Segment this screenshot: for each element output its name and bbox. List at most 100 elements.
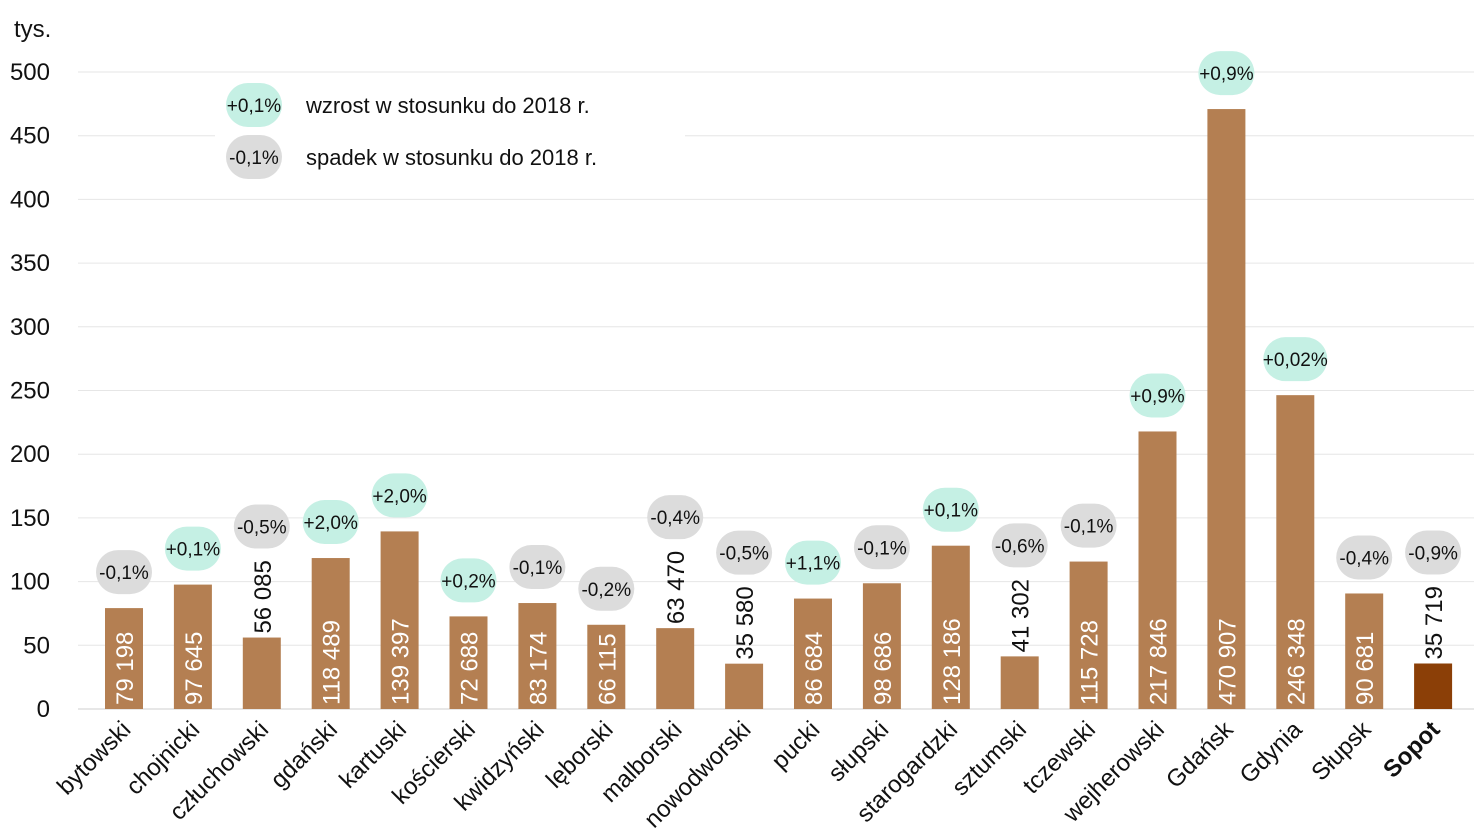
change-badge-label: +0,1% xyxy=(227,96,282,117)
category-label: Gdynia xyxy=(1235,716,1308,789)
change-badges: -0,1% +0,1% -0,5% +2,0% +2,0% +0,2% -0,1% -0,2%… xyxy=(96,51,1462,611)
change-badge: +0,1% xyxy=(164,526,221,571)
change-badge-label: -0,5% xyxy=(719,544,769,565)
change-badge-label: -0,2% xyxy=(581,580,631,601)
bar xyxy=(518,603,557,709)
change-badge: +0,1% xyxy=(922,487,979,532)
bar-value-label: 128 186 xyxy=(939,618,966,705)
bar xyxy=(1276,395,1315,709)
change-badge-background xyxy=(578,566,635,611)
change-badge-background xyxy=(371,473,428,518)
change-badge-background xyxy=(440,558,497,603)
change-badge: -0,2% xyxy=(578,566,635,611)
change-badge: +0,02% xyxy=(1263,337,1328,382)
change-badge-background xyxy=(991,523,1048,568)
change-badge-background xyxy=(1060,503,1117,548)
bar-value-label: 118 489 xyxy=(319,620,346,705)
category-label: Słupsk xyxy=(1306,715,1377,786)
change-badge: +2,0% xyxy=(302,500,359,545)
change-badge-label: -0,1% xyxy=(229,148,279,169)
category-label: Sopot xyxy=(1378,716,1445,783)
change-badge-label: -0,4% xyxy=(1339,548,1389,569)
bar xyxy=(1345,593,1384,709)
change-badge: +0,9% xyxy=(1129,373,1186,418)
change-badge-label: +2,0% xyxy=(372,486,427,507)
change-badge: -0,1% xyxy=(1060,503,1117,548)
y-tick-label: 200 xyxy=(10,441,50,468)
change-badge-label: +0,1% xyxy=(924,501,979,522)
change-badge: +1,1% xyxy=(785,540,841,585)
change-badge: -0,5% xyxy=(716,530,773,575)
change-badge-background xyxy=(1263,337,1328,382)
change-badge-label: -0,1% xyxy=(1064,517,1114,538)
bar-value-label: 139 397 xyxy=(388,618,415,705)
change-badge-background xyxy=(509,545,566,590)
bar xyxy=(449,616,488,709)
y-tick-label: 0 xyxy=(37,696,50,723)
change-badge-label: -0,5% xyxy=(237,518,287,539)
bar xyxy=(1069,561,1108,709)
bar-value-label: 115 728 xyxy=(1077,620,1104,705)
bar xyxy=(1414,663,1453,709)
y-tick-label: 250 xyxy=(10,378,50,405)
change-badge-background xyxy=(226,135,282,179)
change-badge-background xyxy=(164,526,221,571)
bar xyxy=(311,558,350,709)
y-tick-label: 500 xyxy=(10,59,50,86)
change-badge-background xyxy=(647,495,704,540)
change-badge-label: -0,1% xyxy=(99,563,149,584)
y-tick-label: 150 xyxy=(10,505,50,532)
change-badge-label: -0,9% xyxy=(1408,543,1458,564)
bar-value-label: 63 470 xyxy=(663,551,690,624)
change-badge: +0,2% xyxy=(440,558,497,603)
change-badge: -0,4% xyxy=(1336,535,1393,580)
change-badge: +0,9% xyxy=(1198,51,1255,96)
bar xyxy=(587,624,626,709)
change-badge: -0,9% xyxy=(1405,530,1462,575)
change-badge-background xyxy=(1405,530,1462,575)
bar-value-label: 35 580 xyxy=(732,586,759,659)
bar-value-label: 470 907 xyxy=(1214,618,1241,705)
change-badge-label: +0,02% xyxy=(1263,350,1328,371)
legend: +0,1% wzrost w stosunku do 2018 r. -0,1% sp… xyxy=(226,83,597,179)
bar xyxy=(794,598,832,709)
change-badge: -0,1% xyxy=(853,525,910,570)
bar xyxy=(862,583,901,709)
bar-value-label: 83 174 xyxy=(525,632,552,705)
bar-value-label: 41 302 xyxy=(1008,579,1035,652)
change-badge-label: -0,6% xyxy=(995,536,1045,557)
change-badge-background xyxy=(233,504,290,549)
change-badge-label: +0,2% xyxy=(441,571,496,592)
change-badge-background xyxy=(853,525,910,570)
change-badge-label: +0,9% xyxy=(1130,386,1185,407)
change-badge-label: -0,1% xyxy=(857,538,907,559)
change-badge-background xyxy=(1336,535,1393,580)
change-badge-label: +0,1% xyxy=(166,540,221,561)
bar-value-label: 98 686 xyxy=(870,632,897,705)
y-tick-label: 450 xyxy=(10,123,50,150)
y-tick-label: 100 xyxy=(10,569,50,596)
change-badge-label: +0,9% xyxy=(1199,64,1254,85)
bar xyxy=(380,531,419,709)
y-tick-label: 400 xyxy=(10,186,50,213)
y-tick-label: 350 xyxy=(10,250,50,277)
legend-text-down: spadek w stosunku do 2018 r. xyxy=(306,145,597,170)
bars: 79 198 97 645 56 085 118 489 139 397 72 688 83… xyxy=(105,109,1453,710)
bar-value-label: 79 198 xyxy=(112,632,139,705)
bar xyxy=(725,663,764,709)
category-label: gdański xyxy=(265,716,343,794)
bar-value-label: 246 348 xyxy=(1283,618,1310,705)
bar xyxy=(105,608,143,709)
bar-value-label: 97 645 xyxy=(181,632,208,705)
category-label: pucki xyxy=(767,716,826,775)
change-badge-background xyxy=(922,487,979,532)
bar-value-label: 217 846 xyxy=(1146,618,1173,705)
bar xyxy=(1138,431,1177,709)
legend-background xyxy=(215,78,685,188)
change-badge: -0,1% xyxy=(96,550,152,595)
change-badge-background xyxy=(785,540,841,585)
category-label: bytowski xyxy=(52,716,136,800)
category-label: Gdańsk xyxy=(1161,715,1239,793)
y-tick-label: 300 xyxy=(10,314,50,341)
